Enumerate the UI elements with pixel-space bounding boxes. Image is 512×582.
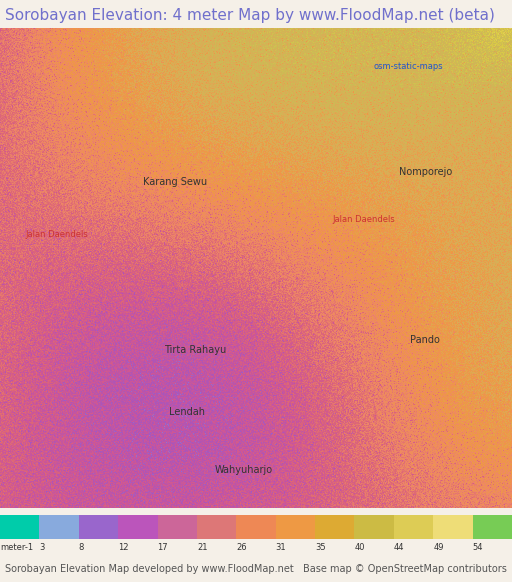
- Bar: [354, 515, 394, 538]
- Bar: [433, 515, 473, 538]
- Text: 3: 3: [39, 544, 45, 552]
- Bar: [394, 515, 433, 538]
- Text: 40: 40: [354, 544, 365, 552]
- Text: Karang Sewu: Karang Sewu: [143, 176, 207, 187]
- Text: 54: 54: [473, 544, 483, 552]
- Text: Nomporejo: Nomporejo: [399, 167, 453, 177]
- Text: 44: 44: [394, 544, 404, 552]
- Text: Pando: Pando: [410, 335, 439, 345]
- Text: 8: 8: [79, 544, 84, 552]
- Bar: [275, 515, 315, 538]
- Text: Wahyuharjo: Wahyuharjo: [215, 464, 273, 474]
- Text: meter-1: meter-1: [0, 544, 33, 552]
- Text: 17: 17: [158, 544, 168, 552]
- Text: Tirta Rahayu: Tirta Rahayu: [164, 345, 226, 354]
- Bar: [473, 515, 512, 538]
- Text: osm-static-maps: osm-static-maps: [374, 62, 443, 71]
- Bar: [158, 515, 197, 538]
- Bar: [197, 515, 237, 538]
- Text: 12: 12: [118, 544, 129, 552]
- Text: Jalan Daendels: Jalan Daendels: [26, 230, 89, 239]
- Text: Sorobayan Elevation Map developed by www.FloodMap.net: Sorobayan Elevation Map developed by www…: [5, 563, 294, 573]
- Bar: [39, 515, 79, 538]
- Text: 35: 35: [315, 544, 326, 552]
- Text: 21: 21: [197, 544, 207, 552]
- Bar: [0, 515, 39, 538]
- Bar: [118, 515, 158, 538]
- Text: 49: 49: [433, 544, 444, 552]
- Text: Lendah: Lendah: [169, 407, 205, 417]
- Text: Jalan Daendels: Jalan Daendels: [333, 215, 396, 225]
- Bar: [315, 515, 354, 538]
- Text: Base map © OpenStreetMap contributors: Base map © OpenStreetMap contributors: [303, 563, 507, 573]
- Text: 26: 26: [237, 544, 247, 552]
- Text: 31: 31: [275, 544, 286, 552]
- Bar: [237, 515, 275, 538]
- Bar: [79, 515, 118, 538]
- Text: Sorobayan Elevation: 4 meter Map by www.FloodMap.net (beta): Sorobayan Elevation: 4 meter Map by www.…: [5, 8, 495, 23]
